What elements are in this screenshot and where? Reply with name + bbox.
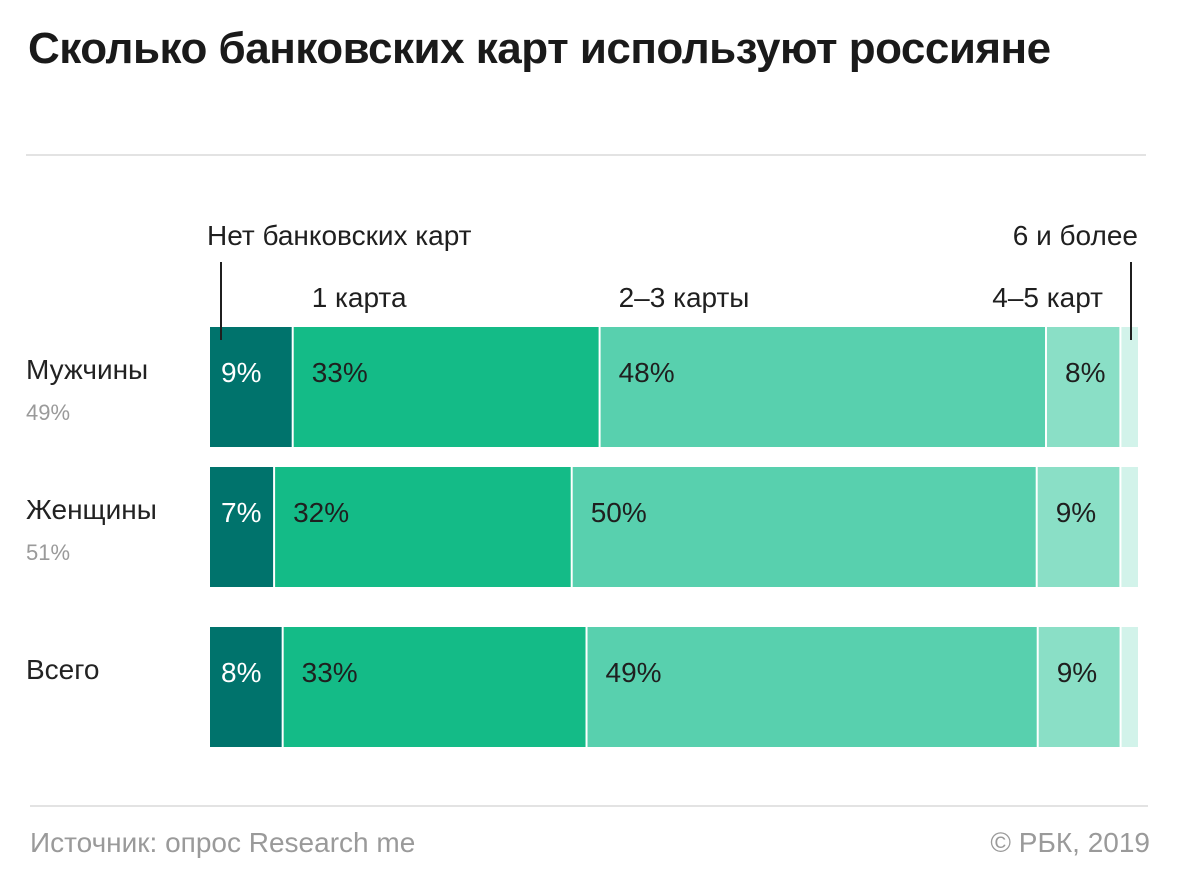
data-label: 9%: [221, 357, 261, 388]
bar-3-segment-3: [587, 627, 1037, 747]
bar-2-segment-3: [572, 467, 1036, 587]
data-label: 7%: [221, 497, 261, 528]
bar-3-segment-5: [1121, 627, 1138, 747]
data-label: 32%: [293, 497, 349, 528]
bar-1-segment-4: [1047, 327, 1120, 447]
legend-2-3-cards: 2–3 карты: [619, 282, 750, 313]
copyright-note: © РБК, 2019: [990, 827, 1150, 858]
data-label: 8%: [1065, 357, 1105, 388]
data-label: 48%: [619, 357, 675, 388]
bar-2-segment-4: [1037, 467, 1120, 587]
legend-4-5-cards: 4–5 карт: [992, 282, 1103, 313]
data-label: 9%: [1056, 497, 1096, 528]
category-share: 51%: [26, 540, 70, 565]
legend-1-card: 1 карта: [312, 282, 407, 313]
legend-6-plus: 6 и более: [1013, 220, 1138, 251]
category-label: Мужчины: [26, 354, 148, 385]
bar-3-segment-2: [283, 627, 586, 747]
bar-3-segment-4: [1038, 627, 1120, 747]
data-label: 33%: [302, 657, 358, 688]
bar-3-segment-1: [210, 627, 282, 747]
chart-title: Сколько банковских карт используют росси…: [28, 24, 1051, 73]
category-label: Всего: [26, 654, 99, 685]
source-note: Источник: опрос Research me: [30, 827, 416, 858]
bar-1-segment-3: [600, 327, 1045, 447]
bar-1-segment-1: [210, 327, 292, 447]
data-label: 33%: [312, 357, 368, 388]
legend-no-cards: Нет банковских карт: [207, 220, 472, 251]
bar-2-segment-1: [210, 467, 274, 587]
category-share: 49%: [26, 400, 70, 425]
data-label: 9%: [1057, 657, 1097, 688]
data-label: 50%: [591, 497, 647, 528]
top-divider: [26, 154, 1146, 156]
bar-1-segment-2: [293, 327, 599, 447]
bottom-divider: [30, 805, 1148, 807]
data-label: 8%: [221, 657, 261, 688]
category-label: Женщины: [26, 494, 157, 525]
data-label: 49%: [606, 657, 662, 688]
bar-2-segment-5: [1121, 467, 1138, 587]
bar-2-segment-2: [275, 467, 571, 587]
bar-1-segment-5: [1121, 327, 1138, 447]
